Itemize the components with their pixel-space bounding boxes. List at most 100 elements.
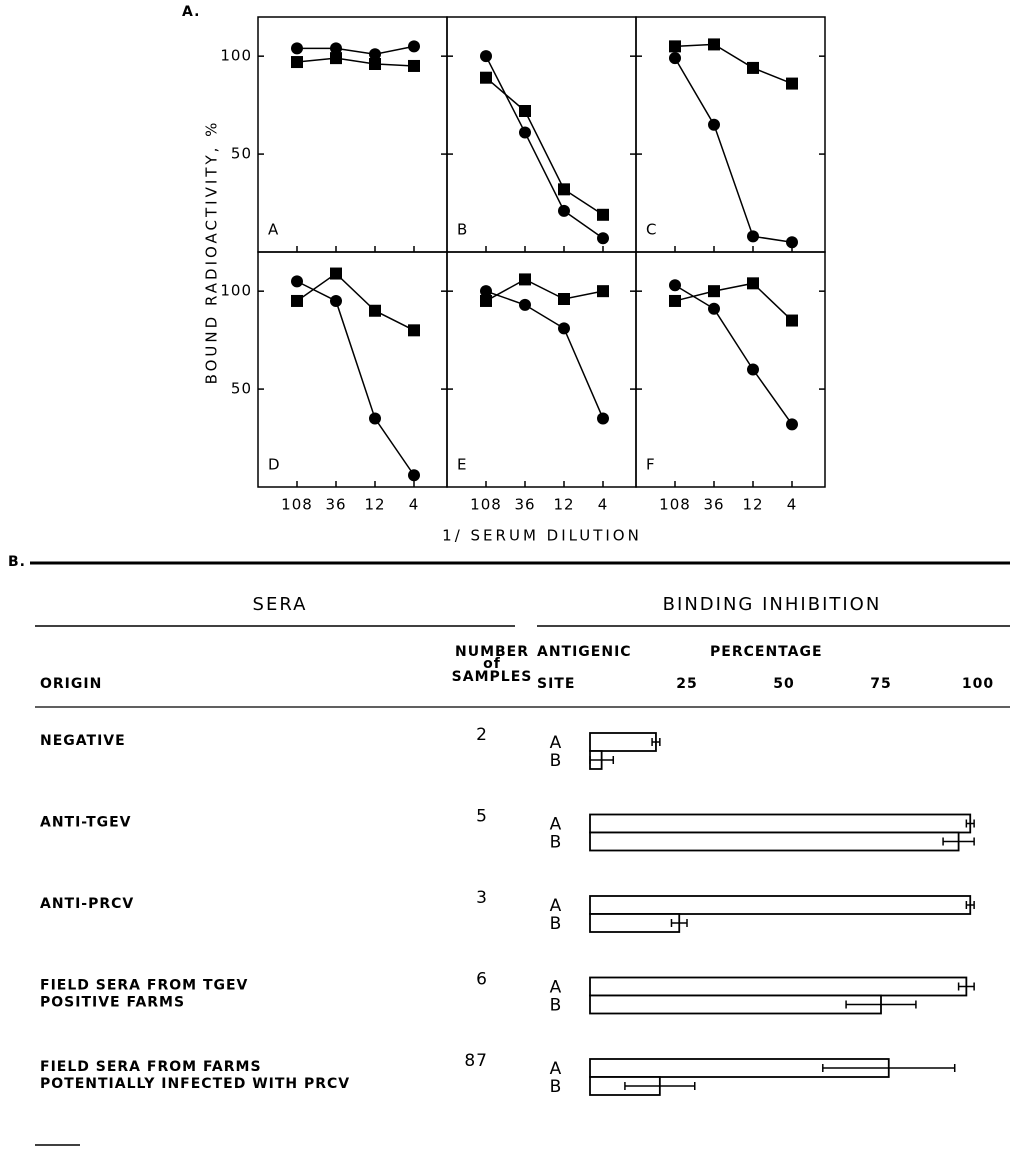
- series-line: [674, 284, 793, 425]
- marker-circle: [369, 412, 381, 425]
- series-line: [485, 55, 604, 239]
- panel-label: E: [457, 456, 467, 474]
- marker-circle: [708, 302, 720, 315]
- error-bar: [957, 982, 975, 991]
- bar: [589, 831, 960, 852]
- x-tick-label: 4: [409, 496, 420, 514]
- series-line: [674, 43, 793, 85]
- row-label: ANTI-TGEV: [40, 815, 132, 831]
- bar: [589, 895, 972, 915]
- panel-frame: [257, 16, 448, 253]
- series-line: [674, 282, 793, 322]
- marker-circle: [786, 236, 798, 249]
- site-label: A: [550, 815, 563, 835]
- series-line: [485, 290, 604, 419]
- marker-circle: [597, 412, 609, 425]
- marker-square: [519, 105, 531, 117]
- panel-frame: [635, 251, 826, 488]
- marker-square: [330, 52, 342, 65]
- site-label: A: [550, 978, 563, 998]
- sample-count: 3: [476, 888, 488, 908]
- marker-square: [786, 314, 798, 327]
- site-label: B: [550, 996, 563, 1016]
- site-label: B: [550, 833, 563, 853]
- header: of: [483, 656, 501, 672]
- header: BINDING INHIBITION: [663, 594, 882, 615]
- x-tick-label: 50: [773, 676, 794, 692]
- error-bar: [845, 1000, 917, 1009]
- marker-square: [669, 40, 681, 53]
- marker-circle: [330, 42, 342, 55]
- marker-square: [597, 285, 609, 298]
- series-line: [485, 278, 604, 302]
- marker-square: [747, 61, 759, 74]
- error-bar: [822, 1064, 956, 1072]
- marker-circle: [480, 285, 492, 298]
- site-label: A: [550, 733, 563, 753]
- marker-square: [786, 77, 798, 90]
- bar: [589, 732, 657, 752]
- site-label: A: [550, 896, 563, 916]
- sample-count: 2: [476, 725, 488, 745]
- series-line: [296, 57, 415, 67]
- marker-square: [480, 294, 492, 307]
- header: SAMPLES: [452, 669, 533, 685]
- y-tick-label: 50: [231, 380, 252, 398]
- marker-square: [291, 56, 303, 69]
- axis-title: PERCENTAGE: [710, 644, 823, 660]
- marker-square: [747, 277, 759, 290]
- x-tick-label: 36: [325, 496, 346, 514]
- bar: [589, 813, 972, 834]
- panel-label: C: [646, 221, 657, 239]
- panel-label: A: [268, 221, 279, 239]
- x-tick-label: 100: [962, 676, 994, 692]
- marker-square: [369, 58, 381, 70]
- x-tick-label: 75: [870, 676, 891, 692]
- marker-square: [669, 294, 681, 307]
- row-label: NEGATIVE: [40, 733, 126, 749]
- site-label: B: [550, 751, 563, 771]
- marker-square: [597, 208, 609, 221]
- x-tick-label: 12: [364, 496, 385, 514]
- x-tick-label: 36: [703, 496, 724, 514]
- row-label-line: NEGATIVE: [40, 733, 126, 749]
- marker-circle: [786, 418, 798, 431]
- panel-frame: [257, 251, 448, 488]
- series-line: [674, 57, 793, 243]
- error-bar: [589, 756, 615, 764]
- x-tick-label: 12: [553, 496, 574, 514]
- marker-circle: [408, 469, 420, 482]
- row-label: ANTI-PRCV: [40, 896, 134, 912]
- marker-circle: [369, 48, 381, 61]
- x-tick-label: 4: [598, 496, 609, 514]
- marker-circle: [747, 230, 759, 243]
- site-label: B: [550, 914, 563, 934]
- marker-circle: [669, 279, 681, 292]
- marker-circle: [747, 363, 759, 376]
- y-axis-label: BOUND RADIOACTIVITY, %: [203, 120, 221, 385]
- x-tick-label: 36: [514, 496, 535, 514]
- row-label-line: ANTI-TGEV: [40, 815, 132, 831]
- header: SERA: [253, 594, 308, 615]
- error-bar: [965, 819, 975, 828]
- panel-label: B: [457, 221, 468, 239]
- marker-circle: [558, 322, 570, 335]
- sample-count: 87: [464, 1051, 488, 1071]
- marker-square: [519, 273, 531, 286]
- figure-a-label: A.: [182, 4, 200, 20]
- header: ANTIGENIC: [537, 644, 632, 660]
- y-tick-label: 100: [220, 47, 252, 65]
- bar: [589, 976, 968, 997]
- marker-circle: [408, 40, 420, 53]
- marker-circle: [597, 232, 609, 245]
- sample-count: 6: [476, 970, 488, 990]
- marker-circle: [480, 50, 492, 63]
- row-label-line: FIELD SERA FROM TGEV: [40, 978, 248, 994]
- marker-square: [558, 293, 570, 305]
- x-tick-label: 12: [742, 496, 763, 514]
- error-bar: [942, 837, 975, 846]
- marker-circle: [519, 298, 531, 311]
- marker-square: [330, 267, 342, 280]
- x-axis-label: 1/ SERUM DILUTION: [442, 527, 642, 545]
